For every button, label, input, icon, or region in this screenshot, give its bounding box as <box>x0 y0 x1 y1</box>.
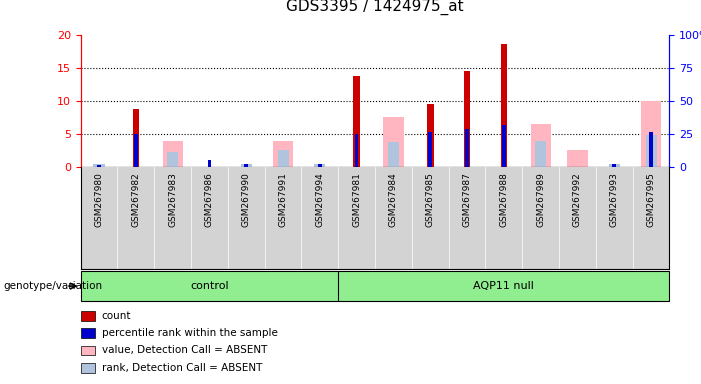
Bar <box>240 164 252 167</box>
Bar <box>465 129 469 167</box>
Bar <box>383 118 404 167</box>
Text: genotype/variation: genotype/variation <box>4 281 102 291</box>
Text: value, Detection Call = ABSENT: value, Detection Call = ABSENT <box>102 345 267 356</box>
Bar <box>167 152 178 167</box>
Bar <box>355 134 358 167</box>
Bar <box>132 109 139 167</box>
Bar <box>427 104 433 167</box>
Bar <box>318 164 322 167</box>
Text: GSM267993: GSM267993 <box>610 172 619 227</box>
Bar <box>353 76 360 167</box>
Bar <box>207 161 211 167</box>
Bar <box>134 134 137 167</box>
Bar <box>81 328 95 338</box>
Text: GSM267985: GSM267985 <box>426 172 435 227</box>
Text: GSM267995: GSM267995 <box>646 172 655 227</box>
Bar <box>81 363 95 372</box>
Bar <box>502 125 505 167</box>
Bar <box>567 151 587 167</box>
Text: GSM267994: GSM267994 <box>315 172 325 227</box>
Bar <box>428 132 432 167</box>
Text: control: control <box>190 281 229 291</box>
Text: count: count <box>102 311 131 321</box>
Text: GSM267990: GSM267990 <box>242 172 251 227</box>
Text: percentile rank within the sample: percentile rank within the sample <box>102 328 278 338</box>
Text: GSM267983: GSM267983 <box>168 172 177 227</box>
Bar <box>81 311 95 321</box>
Text: GSM267988: GSM267988 <box>499 172 508 227</box>
Bar <box>646 135 657 167</box>
Text: GSM267991: GSM267991 <box>278 172 287 227</box>
Text: GSM267989: GSM267989 <box>536 172 545 227</box>
Text: GSM267981: GSM267981 <box>352 172 361 227</box>
Text: GDS3395 / 1424975_at: GDS3395 / 1424975_at <box>286 0 464 15</box>
Text: rank, Detection Call = ABSENT: rank, Detection Call = ABSENT <box>102 362 262 373</box>
Bar <box>608 164 620 167</box>
Bar <box>613 164 616 167</box>
Text: GSM267987: GSM267987 <box>463 172 472 227</box>
Bar <box>501 45 507 167</box>
Bar <box>97 165 101 167</box>
Bar <box>649 132 653 167</box>
Bar <box>81 346 95 355</box>
Bar <box>314 164 325 167</box>
Bar <box>388 142 399 167</box>
Text: GSM267980: GSM267980 <box>95 172 104 227</box>
Bar <box>464 71 470 167</box>
Bar <box>163 141 183 167</box>
Bar <box>531 124 551 167</box>
Bar <box>641 101 661 167</box>
Text: GSM267984: GSM267984 <box>389 172 398 227</box>
Bar <box>278 151 289 167</box>
Text: GSM267986: GSM267986 <box>205 172 214 227</box>
Bar <box>535 141 546 167</box>
Text: AQP11 null: AQP11 null <box>473 281 534 291</box>
Bar <box>245 164 248 167</box>
Text: GSM267982: GSM267982 <box>131 172 140 227</box>
Bar <box>93 164 104 167</box>
Text: GSM267992: GSM267992 <box>573 172 582 227</box>
Bar <box>273 141 293 167</box>
